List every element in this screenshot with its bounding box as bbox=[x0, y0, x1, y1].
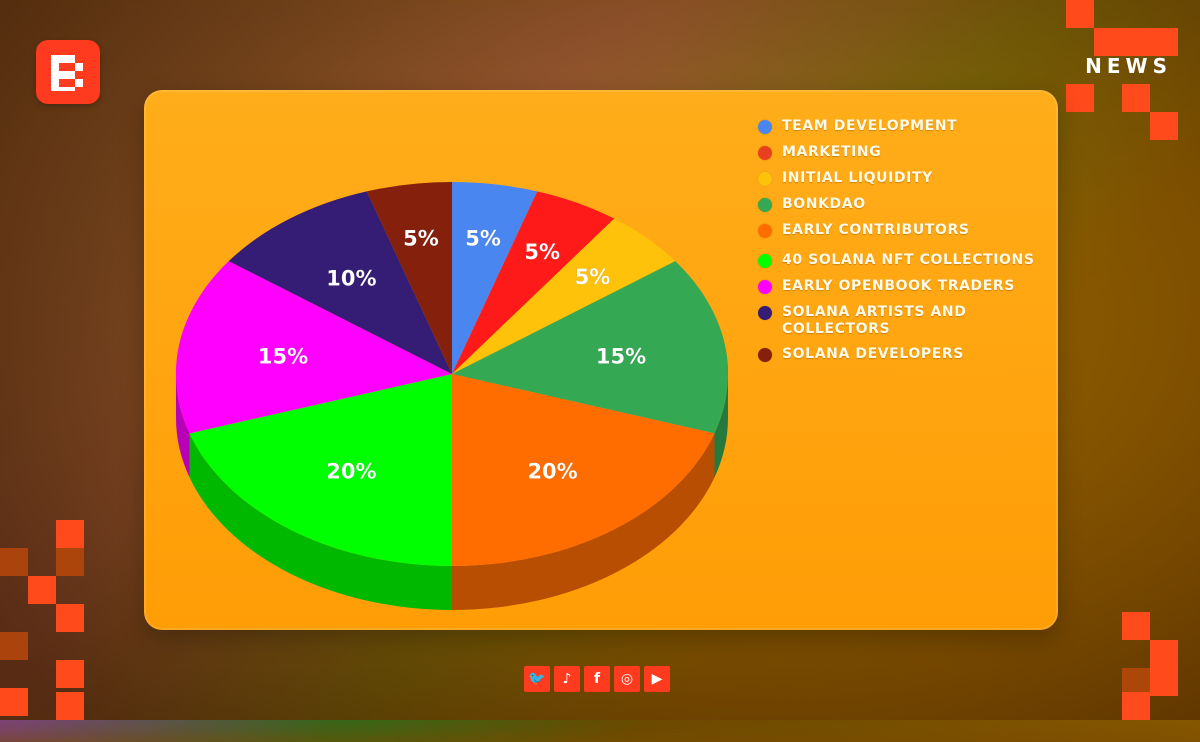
legend-swatch bbox=[758, 254, 772, 268]
pie-data-label: 20% bbox=[326, 459, 376, 483]
logo-b-icon bbox=[51, 55, 83, 91]
pie-data-label: 5% bbox=[403, 226, 439, 250]
legend-label: BONKDAO bbox=[782, 196, 866, 212]
legend-item: SOLANA DEVELOPERS bbox=[758, 346, 1048, 363]
social-links: 🐦 ♪ f ◎ ▶ bbox=[524, 666, 670, 692]
facebook-icon[interactable]: f bbox=[584, 666, 610, 692]
legend-swatch bbox=[758, 280, 772, 294]
pie-side-5 bbox=[189, 433, 452, 610]
legend-swatch bbox=[758, 172, 772, 186]
legend-swatch bbox=[758, 348, 772, 362]
pie-data-label: 5% bbox=[524, 240, 560, 264]
chart-card: 5% 5% 5% 15% 20% 20% 15% 10% 5% bbox=[144, 90, 1058, 630]
pie-data-label: 5% bbox=[465, 226, 501, 250]
instagram-icon[interactable]: ◎ bbox=[614, 666, 640, 692]
legend-swatch bbox=[758, 224, 772, 238]
legend-item: MARKETING bbox=[758, 144, 1048, 161]
pie-data-label: 15% bbox=[596, 344, 646, 368]
tiktok-icon[interactable]: ♪ bbox=[554, 666, 580, 692]
pie-side-3 bbox=[714, 374, 728, 478]
pie-chart: 5% 5% 5% 15% 20% 20% 15% 10% 5% bbox=[176, 182, 728, 610]
legend-item: 40 SOLANA NFT COLLECTIONS bbox=[758, 252, 1048, 269]
legend-label: 40 SOLANA NFT COLLECTIONS bbox=[782, 252, 1035, 268]
legend-label: EARLY CONTRIBUTORS bbox=[782, 222, 970, 238]
pie-slice-solana-developers bbox=[366, 182, 452, 374]
legend-swatch bbox=[758, 306, 772, 320]
legend-item: EARLY CONTRIBUTORS bbox=[758, 222, 1048, 239]
pie-data-label: 15% bbox=[258, 344, 308, 368]
news-label: NEWS bbox=[1085, 54, 1172, 78]
legend-label: INITIAL LIQUIDITY bbox=[782, 170, 933, 186]
legend-label: SOLANA ARTISTS AND COLLECTORS bbox=[782, 304, 967, 337]
legend-item: EARLY OPENBOOK TRADERS bbox=[758, 278, 1048, 295]
pie-side-4 bbox=[452, 433, 715, 610]
pie-slice-early-contributors bbox=[452, 374, 715, 566]
legend-swatch bbox=[758, 198, 772, 212]
youtube-icon[interactable]: ▶ bbox=[644, 666, 670, 692]
legend-label: SOLANA DEVELOPERS bbox=[782, 346, 964, 362]
legend-item: TEAM DEVELOPMENT bbox=[758, 118, 1048, 135]
legend-swatch bbox=[758, 146, 772, 160]
legend-label: EARLY OPENBOOK TRADERS bbox=[782, 278, 1015, 294]
brand-logo[interactable] bbox=[36, 40, 100, 104]
pie-slice-marketing bbox=[452, 191, 615, 374]
twitter-icon[interactable]: 🐦 bbox=[524, 666, 550, 692]
legend-item: INITIAL LIQUIDITY bbox=[758, 170, 1048, 187]
pie-slice-early-openbook-traders bbox=[176, 261, 452, 434]
legend-item: SOLANA ARTISTS AND COLLECTORS bbox=[758, 304, 1048, 338]
pie-slice-40-solana-nft-collections bbox=[189, 374, 452, 566]
pie-data-label: 20% bbox=[527, 459, 577, 483]
legend-swatch bbox=[758, 120, 772, 134]
pie-slice-team-development bbox=[452, 182, 538, 374]
pie-side-6 bbox=[176, 374, 190, 478]
pie-slice-initial-liquidity bbox=[452, 218, 676, 374]
legend-item: BONKDAO bbox=[758, 196, 1048, 213]
pie-data-label: 10% bbox=[326, 267, 376, 291]
pie-data-label: 5% bbox=[575, 265, 611, 289]
legend-label: MARKETING bbox=[782, 144, 882, 160]
legend-label: TEAM DEVELOPMENT bbox=[782, 118, 958, 134]
pie-slice-bonkdao bbox=[452, 261, 728, 434]
pie-slice-solana-artists-and-collectors bbox=[228, 191, 452, 374]
